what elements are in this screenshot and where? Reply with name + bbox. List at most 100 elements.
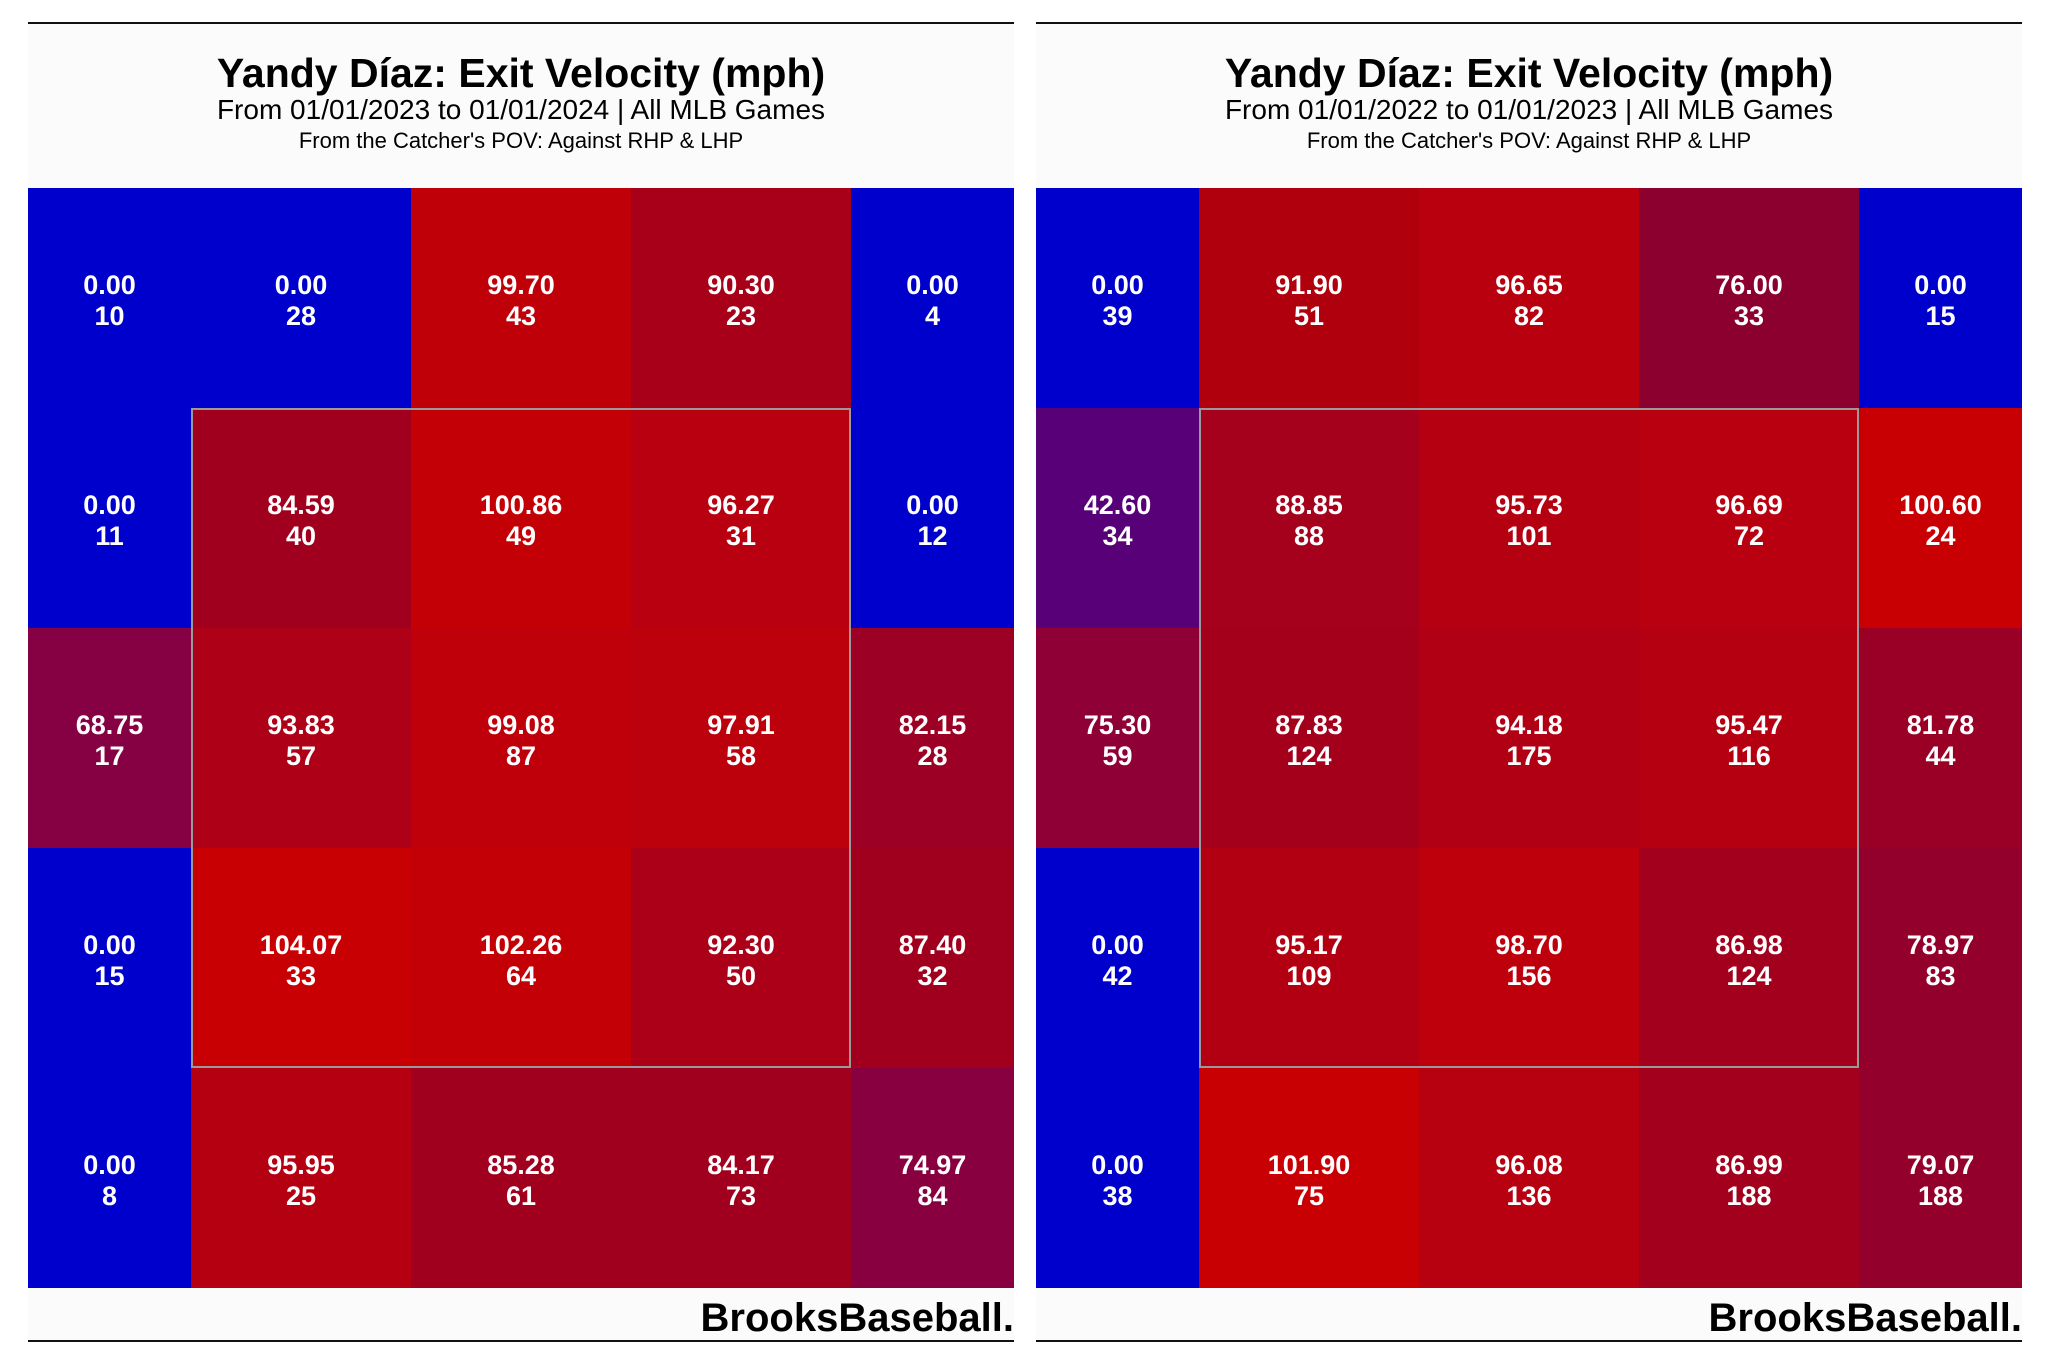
cell-count-label: 50 [725,961,757,992]
heatmap-cell: 76.00 33 [1639,188,1859,408]
cell-count-label: 25 [285,1181,317,1212]
cell-count-label: 124 [1726,961,1772,992]
cell-count-label: 43 [505,301,537,332]
cell-count-label: 10 [94,301,125,332]
cell-value-label: 87.83 [1275,710,1343,741]
cell-value-label: 91.90 [1275,270,1343,301]
cell-value-label: 81.78 [1906,710,1975,741]
heatmap-cell: 96.65 82 [1419,188,1639,408]
cell-value-label: 96.65 [1495,270,1563,301]
heatmap-cell: 90.30 23 [631,188,851,408]
heatmap-cell: 0.00 11 [28,408,191,628]
heatmap-cell: 0.00 15 [28,848,191,1068]
heatmap-cell: 101.90 75 [1199,1068,1419,1288]
cell-count-label: 4 [924,301,941,332]
cell-value-label: 90.30 [707,270,775,301]
cell-count-label: 59 [1102,741,1133,772]
heatmap-cell: 0.00 10 [28,188,191,408]
cell-value-label: 75.30 [1083,710,1152,741]
cell-value-label: 76.00 [1715,270,1783,301]
chart-subtitle: From 01/01/2023 to 01/01/2024 | All MLB … [216,94,826,125]
heatmap-cell: 0.00 28 [191,188,411,408]
heatmap-cell: 92.30 50 [631,848,851,1068]
cell-value-label: 0.00 [1091,1150,1144,1181]
cell-value-label: 88.85 [1275,490,1343,521]
cell-count-label: 39 [1102,301,1133,332]
cell-value-label: 74.97 [898,1150,967,1181]
brand-logo-text: BrooksBaseball. [700,1296,1014,1340]
cell-count-label: 33 [285,961,317,992]
heatmap-cell: 96.08 136 [1419,1068,1639,1288]
cell-value-label: 0.00 [1091,930,1144,961]
cell-value-label: 84.17 [707,1150,775,1181]
cell-count-label: 64 [505,961,537,992]
heatmap-cell: 100.60 24 [1859,408,2022,628]
cell-count-label: 136 [1506,1181,1552,1212]
heatmap-cell: 0.00 15 [1859,188,2022,408]
heatmap-cell: 74.97 84 [851,1068,1014,1288]
heatmap-cell: 0.00 42 [1036,848,1199,1068]
heatmap-cell: 95.47 116 [1639,628,1859,848]
cell-value-label: 0.00 [1914,270,1967,301]
heatmap-panel-2022: Yandy Díaz: Exit Velocity (mph) From 01/… [1036,22,2022,1342]
heatmap-cell: 78.97 83 [1859,848,2022,1068]
heatmap-cell: 99.70 43 [411,188,631,408]
heatmap-cell: 95.95 25 [191,1068,411,1288]
cell-count-label: 72 [1733,521,1765,552]
cell-value-label: 102.26 [479,930,563,961]
cell-count-label: 15 [1925,301,1956,332]
cell-count-label: 188 [1726,1181,1772,1212]
cell-count-label: 82 [1513,301,1545,332]
cell-count-label: 61 [505,1181,537,1212]
cell-count-label: 156 [1506,961,1552,992]
cell-count-label: 23 [725,301,757,332]
cell-count-label: 73 [725,1181,757,1212]
cell-value-label: 96.08 [1495,1150,1563,1181]
heatmap-cell: 42.60 34 [1036,408,1199,628]
cell-value-label: 78.97 [1906,930,1975,961]
cell-value-label: 0.00 [906,490,959,521]
heatmap-cell: 91.90 51 [1199,188,1419,408]
cell-count-label: 84 [917,1181,948,1212]
cell-value-label: 0.00 [83,1150,136,1181]
cell-value-label: 97.91 [707,710,775,741]
top-rule [1036,22,2022,24]
cell-value-label: 99.08 [487,710,555,741]
chart-note: From the Catcher's POV: Against RHP & LH… [298,128,744,153]
heatmap-cell: 94.18 175 [1419,628,1639,848]
cell-count-label: 57 [285,741,317,772]
cell-value-label: 82.15 [898,710,967,741]
cell-count-label: 8 [101,1181,118,1212]
heatmap-cell: 97.91 58 [631,628,851,848]
top-rule [28,22,1014,24]
cell-count-label: 33 [1733,301,1765,332]
cell-value-label: 92.30 [707,930,775,961]
heatmap-cell: 100.86 49 [411,408,631,628]
cell-value-label: 0.00 [83,270,136,301]
cell-value-label: 95.95 [267,1150,335,1181]
cell-count-label: 175 [1506,741,1552,772]
heatmap-cell: 87.83 124 [1199,628,1419,848]
chart-subtitle: From 01/01/2022 to 01/01/2023 | All MLB … [1224,94,1834,125]
cell-count-label: 31 [725,521,757,552]
heatmap-cell: 87.40 32 [851,848,1014,1068]
cell-value-label: 0.00 [1091,270,1144,301]
cell-count-label: 116 [1727,741,1771,772]
heatmap-cell: 93.83 57 [191,628,411,848]
chart-footer: BrooksBaseball. [28,1288,1014,1340]
chart-footer: BrooksBaseball. [1036,1288,2022,1340]
cell-count-label: 42 [1102,961,1133,992]
heatmap-cell: 0.00 12 [851,408,1014,628]
cell-count-label: 87 [505,741,537,772]
cell-count-label: 38 [1102,1181,1133,1212]
cell-count-label: 32 [917,961,948,992]
cell-value-label: 100.86 [479,490,563,521]
cell-count-label: 109 [1286,961,1332,992]
cell-count-label: 24 [1925,521,1956,552]
cell-count-label: 40 [285,521,317,552]
heatmap-cell: 79.07 188 [1859,1068,2022,1288]
cell-count-label: 49 [505,521,537,552]
cell-value-label: 104.07 [259,930,343,961]
cell-value-label: 87.40 [898,930,967,961]
bottom-rule [28,1340,1014,1342]
